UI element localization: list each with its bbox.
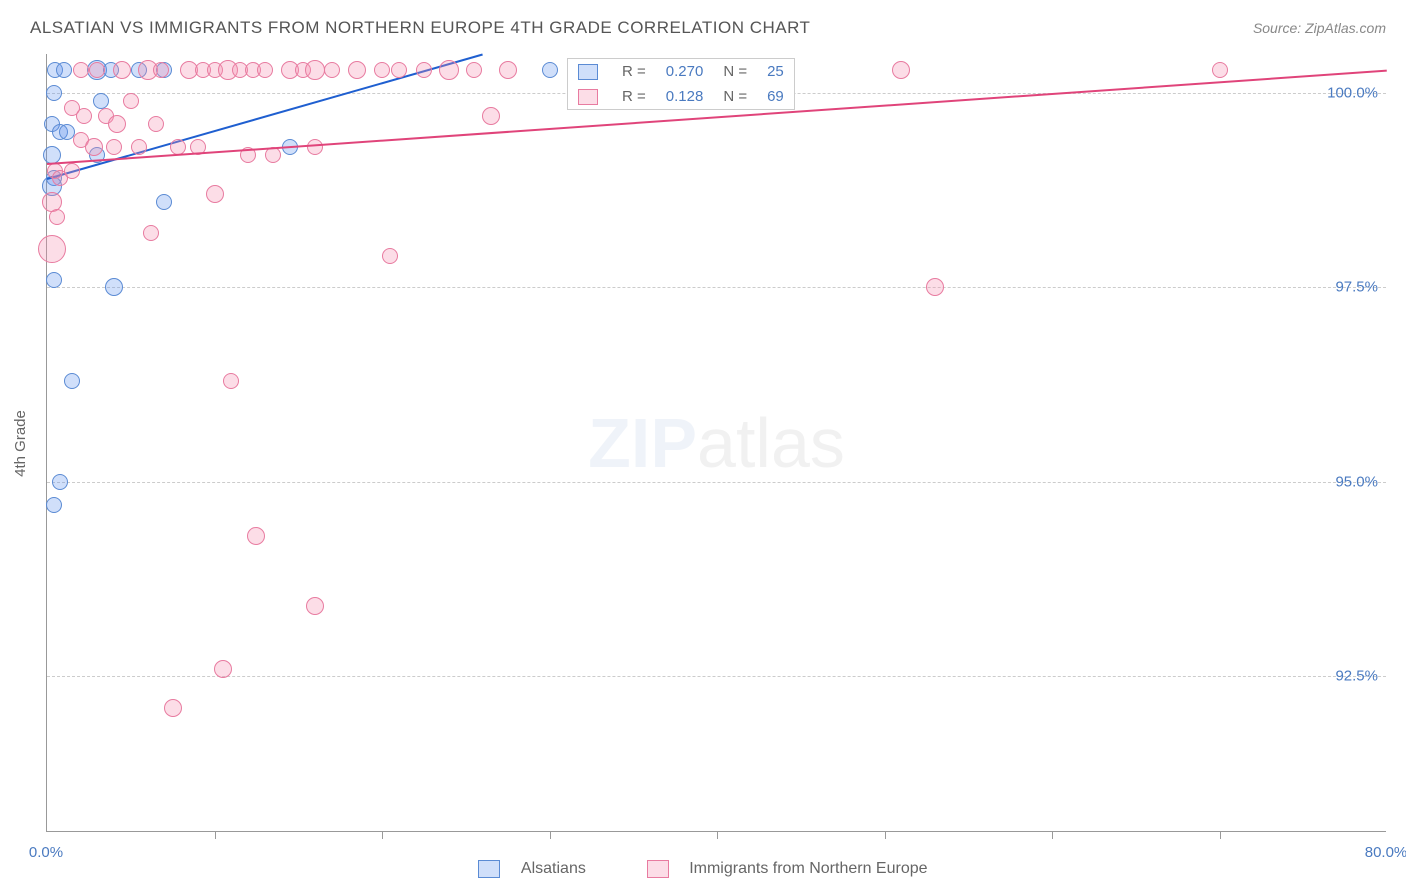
- scatter-point: [482, 107, 500, 125]
- gridline: [47, 287, 1386, 288]
- scatter-point: [113, 61, 131, 79]
- scatter-point: [214, 660, 232, 678]
- legend-n-label: N =: [713, 84, 757, 109]
- scatter-point: [153, 62, 169, 78]
- scatter-point: [1212, 62, 1228, 78]
- legend-r-label: R =: [612, 84, 656, 109]
- scatter-point: [123, 93, 139, 109]
- x-tick: [1220, 831, 1221, 839]
- scatter-point: [348, 61, 366, 79]
- chart-title: ALSATIAN VS IMMIGRANTS FROM NORTHERN EUR…: [30, 18, 810, 38]
- y-tick-label: 95.0%: [1335, 473, 1378, 490]
- legend-label-pink: Immigrants from Northern Europe: [689, 860, 927, 877]
- watermark-atlas: atlas: [697, 404, 845, 482]
- x-max-label: 80.0%: [1365, 844, 1406, 861]
- x-tick: [717, 831, 718, 839]
- scatter-point: [223, 373, 239, 389]
- y-tick-label: 97.5%: [1335, 279, 1378, 296]
- scatter-point: [305, 60, 325, 80]
- scatter-point: [416, 62, 432, 78]
- legend-n-label: N =: [713, 59, 757, 84]
- scatter-point: [73, 62, 89, 78]
- legend-swatch-blue: [478, 860, 500, 878]
- x-tick: [1052, 831, 1053, 839]
- scatter-point: [76, 108, 92, 124]
- scatter-point: [85, 138, 103, 156]
- gridline: [47, 482, 1386, 483]
- scatter-point: [257, 62, 273, 78]
- scatter-point: [926, 278, 944, 296]
- scatter-point: [131, 139, 147, 155]
- x-tick: [885, 831, 886, 839]
- legend-r-value: 0.128: [656, 84, 714, 109]
- y-axis-label: 4th Grade: [12, 410, 29, 477]
- legend-swatch-pink: [647, 860, 669, 878]
- chart-header: ALSATIAN VS IMMIGRANTS FROM NORTHERN EUR…: [30, 18, 1386, 38]
- gridline: [47, 676, 1386, 677]
- x-tick: [550, 831, 551, 839]
- scatter-point: [439, 60, 459, 80]
- scatter-point: [499, 61, 517, 79]
- scatter-point: [38, 235, 66, 263]
- x-min-label: 0.0%: [29, 844, 63, 861]
- legend-n-value: 69: [757, 84, 794, 109]
- scatter-point: [64, 373, 80, 389]
- scatter-point: [56, 62, 72, 78]
- legend-swatch: [578, 89, 598, 105]
- scatter-point: [164, 699, 182, 717]
- scatter-point: [46, 272, 62, 288]
- scatter-point: [382, 248, 398, 264]
- scatter-point: [143, 225, 159, 241]
- scatter-point: [64, 163, 80, 179]
- scatter-point: [106, 139, 122, 155]
- scatter-point: [324, 62, 340, 78]
- scatter-point: [206, 185, 224, 203]
- legend-label-blue: Alsatians: [521, 860, 586, 877]
- chart-source: Source: ZipAtlas.com: [1253, 20, 1386, 36]
- scatter-point: [542, 62, 558, 78]
- y-tick-label: 92.5%: [1335, 668, 1378, 685]
- scatter-point: [52, 474, 68, 490]
- y-axis-label-container: 4th Grade: [10, 54, 30, 832]
- scatter-point: [49, 209, 65, 225]
- scatter-point: [108, 115, 126, 133]
- y-tick-label: 100.0%: [1327, 84, 1378, 101]
- x-tick: [215, 831, 216, 839]
- scatter-point: [306, 597, 324, 615]
- bottom-legend: Alsatians Immigrants from Northern Europ…: [0, 860, 1406, 878]
- scatter-point: [391, 62, 407, 78]
- scatter-point: [105, 278, 123, 296]
- scatter-point: [307, 139, 323, 155]
- watermark: ZIPatlas: [588, 403, 845, 483]
- scatter-point: [46, 497, 62, 513]
- scatter-point: [148, 116, 164, 132]
- plot-area: ZIPatlas 100.0% 97.5% 95.0% 92.5% R =0.270N …: [46, 54, 1386, 832]
- x-tick: [382, 831, 383, 839]
- stats-legend: R =0.270N =25 R =0.128N =69: [567, 58, 795, 110]
- legend-swatch: [578, 64, 598, 80]
- scatter-point: [892, 61, 910, 79]
- scatter-point: [374, 62, 390, 78]
- scatter-point: [93, 93, 109, 109]
- watermark-zip: ZIP: [588, 404, 697, 482]
- scatter-point: [156, 194, 172, 210]
- legend-r-value: 0.270: [656, 59, 714, 84]
- scatter-point: [46, 85, 62, 101]
- legend-n-value: 25: [757, 59, 794, 84]
- scatter-point: [466, 62, 482, 78]
- scatter-point: [247, 527, 265, 545]
- legend-r-label: R =: [612, 59, 656, 84]
- scatter-point: [89, 62, 105, 78]
